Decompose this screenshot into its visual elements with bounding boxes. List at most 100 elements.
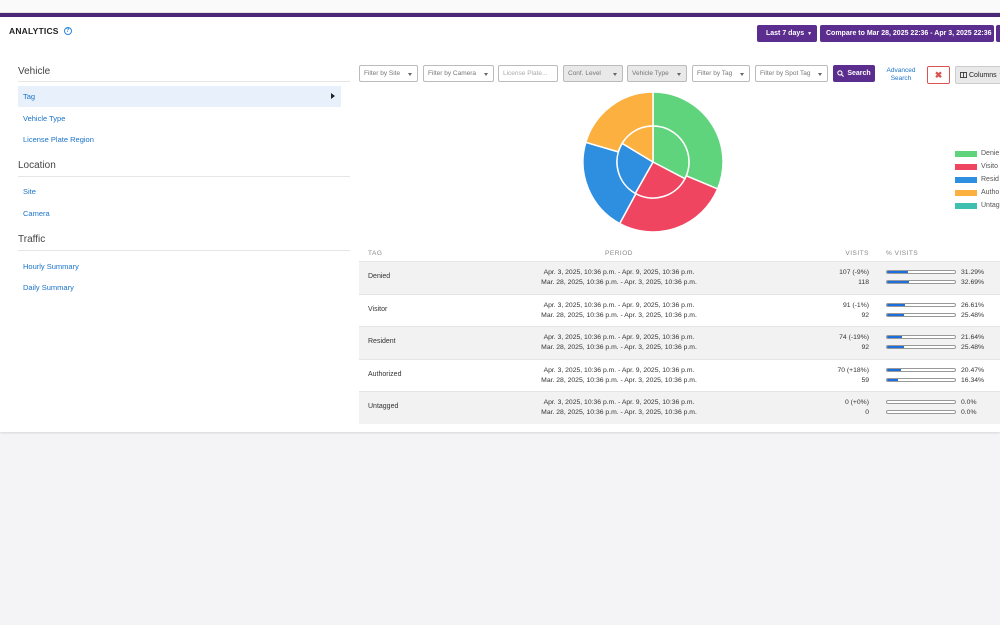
- progress-bar-current: [886, 367, 956, 372]
- visits-current: 0 (+0%): [845, 399, 869, 406]
- legend-item-denied[interactable]: Denie: [955, 150, 999, 157]
- pct-previous: 0.0%: [961, 409, 977, 416]
- row-visits: 91 (-1%) 92: [819, 301, 869, 321]
- legend-swatch: [955, 189, 977, 196]
- advanced-search-link[interactable]: Advanced Search: [886, 67, 916, 82]
- period-current: Apr. 3, 2025, 10:36 p.m. - Apr. 9, 2025,…: [543, 334, 695, 341]
- row-period: Apr. 3, 2025, 10:36 p.m. - Apr. 9, 2025,…: [479, 268, 759, 288]
- inner-slice-visitor[interactable]: [634, 160, 686, 199]
- caret-down-icon: ▼: [807, 30, 813, 37]
- period-current: Apr. 3, 2025, 10:36 p.m. - Apr. 9, 2025,…: [543, 301, 695, 309]
- sidebar-item-label: Daily Summary: [23, 283, 74, 292]
- sidebar-item-label: Site: [23, 187, 36, 196]
- row-pct: 20.47% 16.34%: [961, 366, 984, 386]
- legend-swatch: [955, 163, 977, 170]
- filter-camera-select[interactable]: Filter by Camera: [423, 65, 494, 82]
- legend-label: Denie: [981, 150, 1000, 157]
- sidebar-item-tag[interactable]: Tag: [18, 86, 341, 107]
- visits-previous: 0: [865, 409, 869, 416]
- col-header-tag: TAG: [368, 250, 383, 257]
- sidebar-item-vehicle-type[interactable]: Vehicle Type: [18, 108, 341, 129]
- legend-label: Visito: [981, 163, 998, 170]
- row-tag: Visitor: [368, 305, 388, 313]
- sidebar-item-license-plate-region[interactable]: License Plate Region: [18, 129, 341, 150]
- date-range-label: Last 7 days: [766, 30, 805, 37]
- progress-bar-previous: [886, 377, 956, 382]
- search-icon: [837, 70, 845, 77]
- sidebar-section-vehicle: Vehicle: [18, 66, 51, 77]
- filter-label: Filter by Tag: [697, 70, 733, 77]
- row-tag: Authorized: [368, 370, 402, 378]
- sidebar-item-label: Vehicle Type: [23, 114, 66, 123]
- filter-spot-tag-select[interactable]: Filter by Spot Tag: [755, 65, 828, 82]
- filter-tag-select[interactable]: Filter by Tag: [692, 65, 750, 82]
- top-accent-bar: [0, 13, 1000, 17]
- inner-slice-denied[interactable]: [652, 125, 690, 180]
- row-progress: [886, 302, 956, 323]
- columns-icon: [960, 72, 967, 78]
- license-plate-input[interactable]: License Plate...: [498, 65, 558, 82]
- row-progress: [886, 400, 956, 420]
- legend-swatch: [955, 202, 977, 209]
- row-progress: [886, 335, 956, 355]
- clear-filters-button[interactable]: ✖: [927, 66, 950, 84]
- filter-site-select[interactable]: Filter by Site: [359, 65, 418, 82]
- caret-down-icon: [484, 73, 488, 76]
- legend-item-untagged[interactable]: Untag: [955, 202, 1000, 209]
- divider: [18, 250, 350, 251]
- pct-current: 20.47%: [961, 366, 985, 374]
- col-header-period: PERIOD: [605, 250, 633, 257]
- period-current: Apr. 3, 2025, 10:36 p.m. - Apr. 9, 2025,…: [543, 269, 695, 276]
- row-progress: [886, 270, 956, 290]
- pct-current: 26.61%: [961, 301, 985, 309]
- row-pct: 31.29% 32.69%: [961, 268, 984, 288]
- browser-top-strip: [0, 0, 1000, 13]
- conf-level-select[interactable]: Conf. Level: [563, 65, 623, 82]
- sidebar-item-camera[interactable]: Camera: [18, 203, 341, 224]
- caret-down-icon: [613, 73, 617, 76]
- filter-label: Filter by Spot Tag: [760, 70, 811, 77]
- row-pct: 0.0% 0.0%: [961, 398, 977, 418]
- date-range-button[interactable]: Last 7 days ▼: [757, 25, 817, 42]
- export-button[interactable]: [996, 25, 1000, 42]
- columns-button[interactable]: Columns ▼: [955, 66, 1000, 84]
- legend-item-resident[interactable]: Resid: [955, 176, 999, 183]
- visits-previous: 92: [861, 311, 869, 319]
- pct-previous: 32.69%: [961, 279, 985, 286]
- row-tag: Denied: [368, 273, 391, 280]
- legend-item-visitor[interactable]: Visito: [955, 163, 998, 170]
- search-label: Search: [847, 70, 871, 77]
- page-title: ANALYTICS ?: [9, 26, 72, 36]
- progress-bar-current: [886, 335, 956, 339]
- pct-current: 21.64%: [961, 334, 985, 341]
- row-visits: 70 (+18%) 59: [819, 366, 869, 386]
- inner-slice-authorized[interactable]: [621, 125, 654, 164]
- inner-slice-resident[interactable]: [616, 142, 655, 195]
- sidebar-section-location: Location: [18, 160, 56, 171]
- period-previous: Mar. 28, 2025, 10:36 p.m. - Apr. 3, 2025…: [541, 344, 697, 351]
- help-icon[interactable]: ?: [63, 27, 72, 35]
- col-header-pct-visits: % VISITS: [886, 250, 919, 257]
- progress-bar-current: [886, 270, 956, 274]
- sidebar-item-daily-summary[interactable]: Daily Summary: [18, 277, 341, 298]
- sidebar-item-hourly-summary[interactable]: Hourly Summary: [18, 256, 341, 277]
- progress-bar-previous: [886, 345, 956, 349]
- placeholder-text: License Plate...: [503, 70, 548, 77]
- vehicle-type-select[interactable]: Vehicle Type: [627, 65, 687, 82]
- table-row: Resident Apr. 3, 2025, 10:36 p.m. - Apr.…: [359, 326, 1000, 359]
- search-button[interactable]: Search: [833, 65, 875, 82]
- progress-bar-current: [886, 400, 956, 404]
- table-row: Authorized Apr. 3, 2025, 10:36 p.m. - Ap…: [359, 358, 1000, 392]
- page-title-text: ANALYTICS: [9, 26, 59, 36]
- period-previous: Mar. 28, 2025, 10:36 p.m. - Apr. 3, 2025…: [541, 311, 697, 319]
- compare-button[interactable]: Compare to Mar 28, 2025 22:36 - Apr 3, 2…: [820, 25, 999, 42]
- analytics-card: ANALYTICS ? Last 7 days ▼ Compare to Mar…: [0, 17, 1000, 432]
- row-progress: [886, 367, 956, 388]
- close-icon: ✖: [934, 69, 943, 80]
- sidebar-item-site[interactable]: Site: [18, 181, 341, 202]
- row-tag: Untagged: [368, 403, 399, 410]
- legend-item-authorized[interactable]: Autho: [955, 189, 999, 196]
- legend-label: Autho: [981, 189, 1000, 196]
- row-visits: 74 (-19%) 92: [819, 333, 869, 353]
- visits-previous: 59: [861, 376, 869, 384]
